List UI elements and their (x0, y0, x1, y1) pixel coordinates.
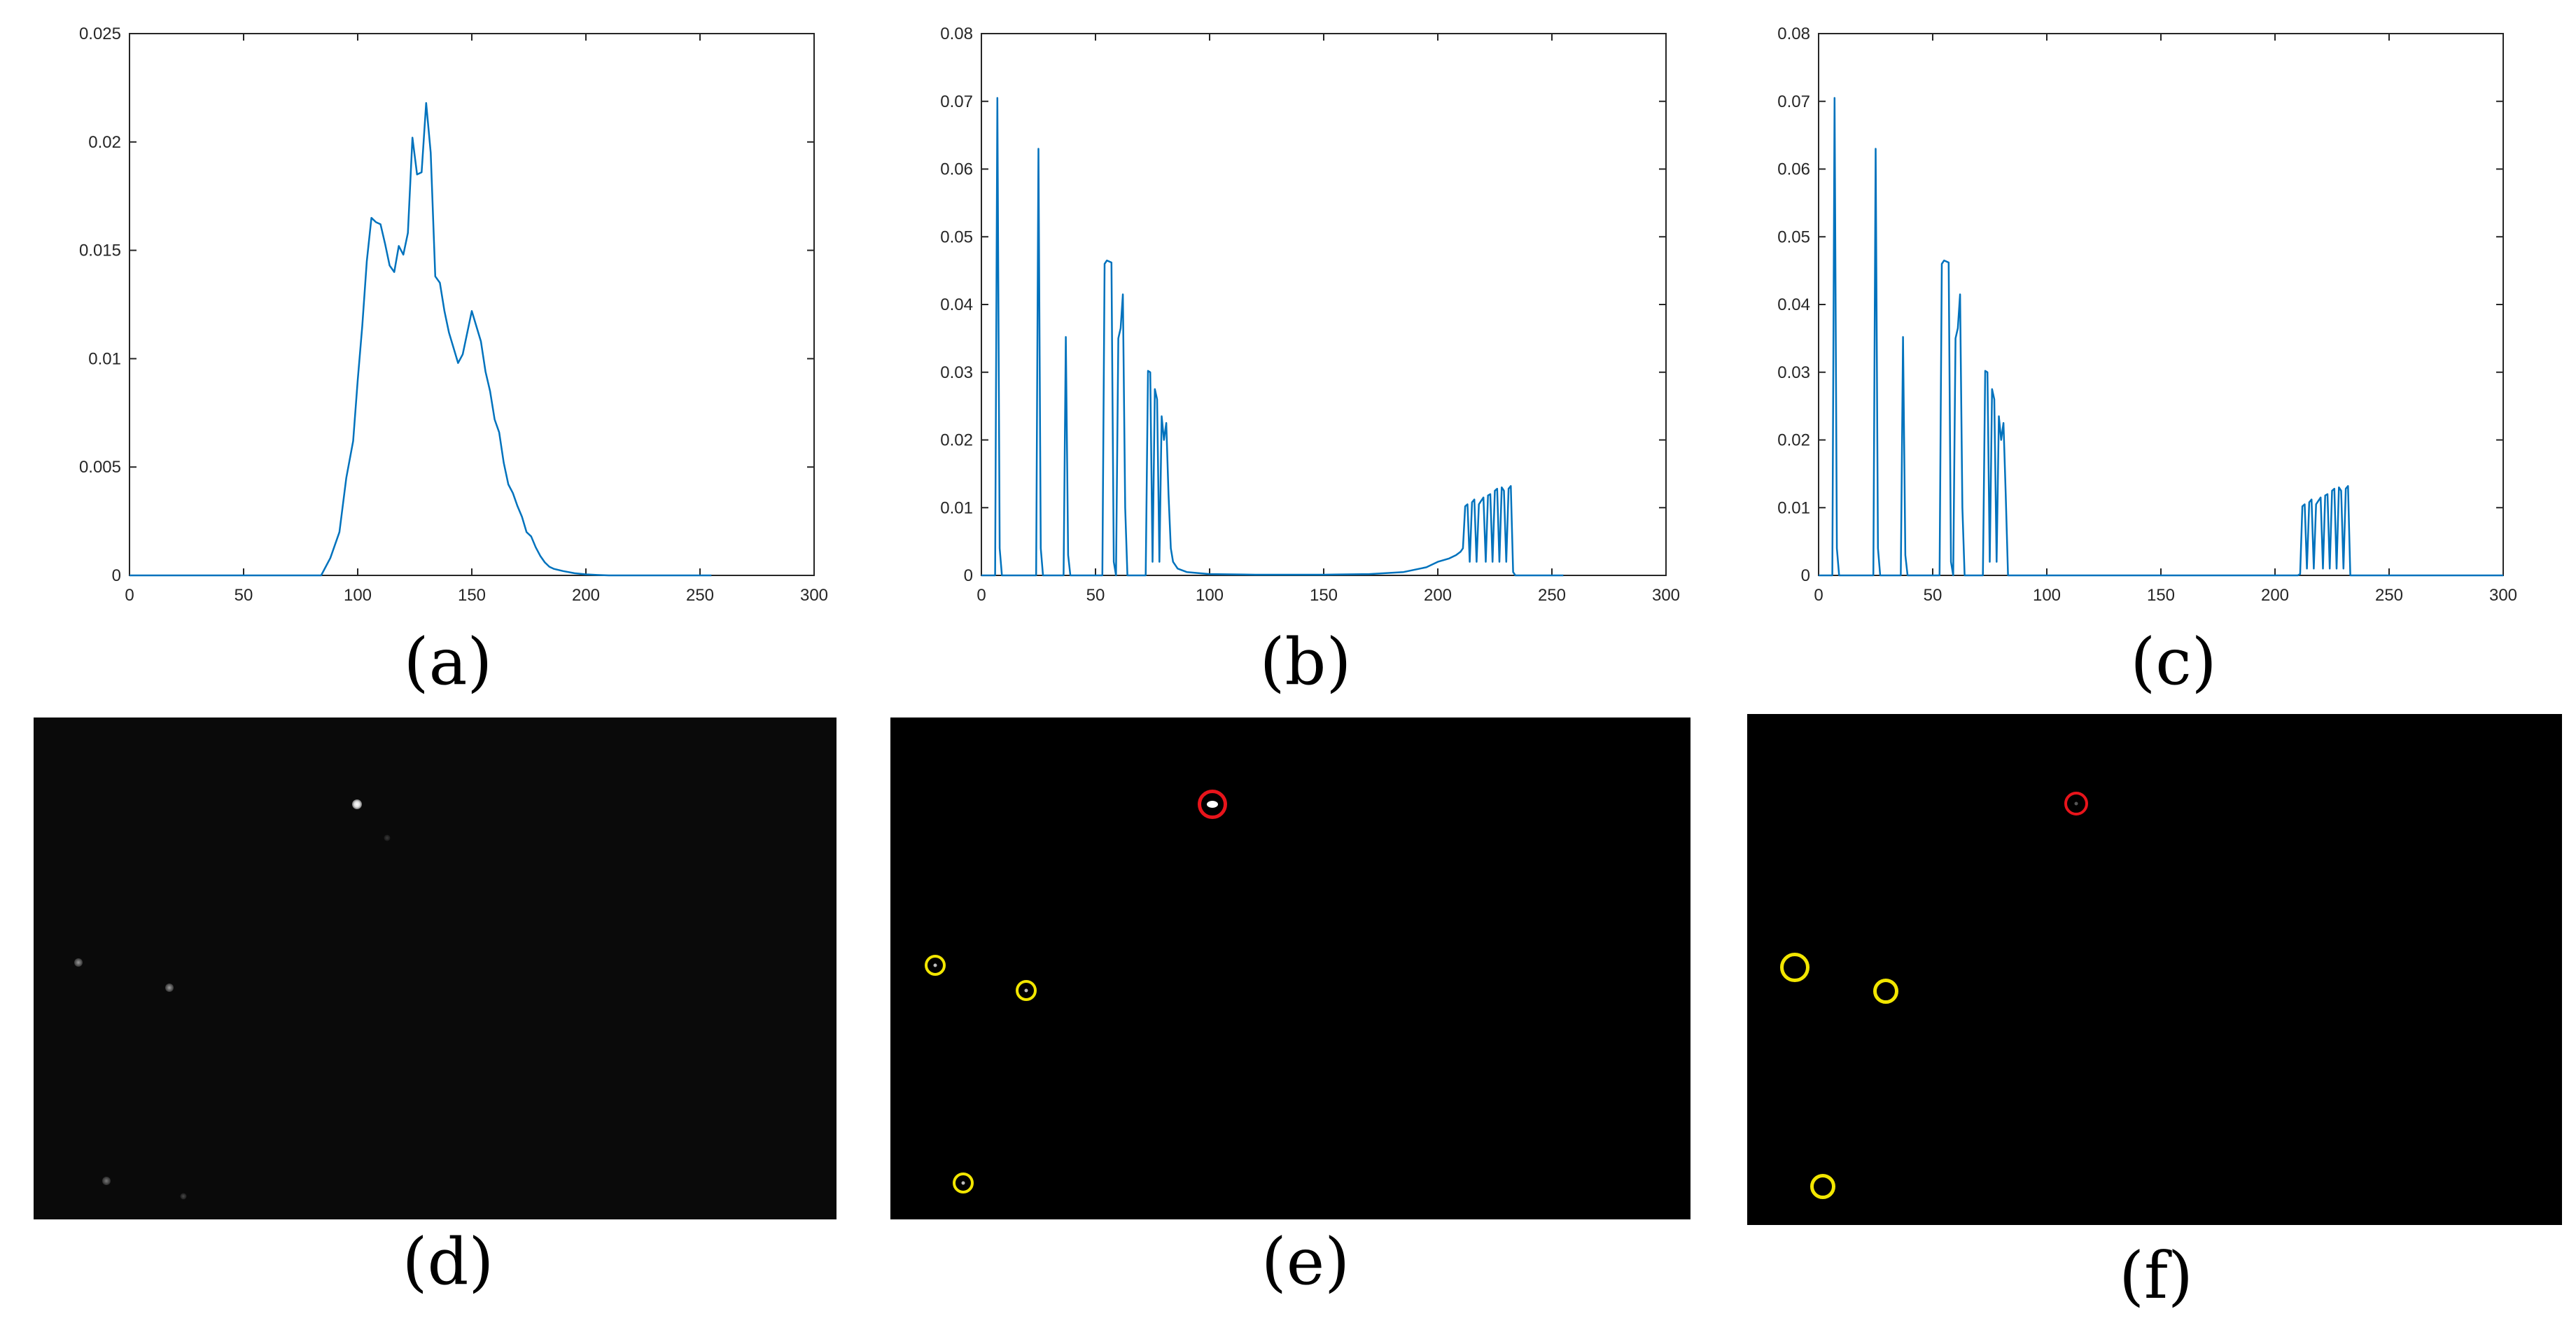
x-tick-label: 50 (234, 586, 253, 605)
detection-ring-yellow (1810, 1174, 1835, 1199)
faint-spot (102, 1177, 111, 1185)
caption-d: (d) (402, 1224, 494, 1299)
x-tick-label: 100 (1196, 586, 1224, 605)
series-line-histogram (1819, 97, 2503, 577)
axes-box (981, 33, 1667, 576)
y-tick-label: 0.06 (940, 160, 973, 179)
y-tick-label: 0.025 (79, 24, 121, 43)
caption-e: (e) (1261, 1224, 1350, 1299)
axes-box (129, 33, 815, 576)
y-tick-label: 0.02 (940, 431, 973, 450)
series-line-histogram (130, 102, 712, 577)
y-tick-label: 0.08 (1777, 24, 1810, 43)
bright-spot (1207, 801, 1218, 808)
y-tick-label: 0.06 (1777, 160, 1810, 179)
y-tick-label: 0 (112, 566, 121, 585)
bright-spot (2074, 802, 2078, 806)
x-tick-label: 250 (2375, 586, 2403, 605)
image-panel-d (34, 718, 836, 1219)
caption-f: (f) (2119, 1238, 2193, 1313)
detection-ring-yellow (1780, 953, 1809, 982)
y-tick-label: 0.02 (88, 133, 121, 152)
x-tick-label: 0 (976, 586, 986, 605)
caption-c: (c) (2130, 624, 2217, 699)
x-tick-label: 250 (686, 586, 714, 605)
x-tick-label: 100 (344, 586, 372, 605)
detection-ring-yellow (1016, 980, 1037, 1001)
y-tick-label: 0.05 (940, 227, 973, 246)
caption-b: (b) (1259, 624, 1352, 699)
detection-ring-yellow (1873, 979, 1898, 1004)
y-tick-label: 0.01 (1777, 498, 1810, 517)
histogram-chart-c: 0 50 100 150 200 250 300 0 0.01 0.02 0.03 0.04 0.05 0… (1777, 24, 2517, 605)
y-tick-label: 0.005 (79, 458, 121, 477)
x-tick-label: 0 (1814, 586, 1823, 605)
x-tick-label: 300 (800, 586, 828, 605)
y-tick-label: 0.02 (1777, 431, 1810, 450)
faint-spot (180, 1193, 187, 1200)
histogram-chart-b: 0 50 100 150 200 250 300 0 0.01 0.02 0.03 0.04 0.05 0… (940, 24, 1680, 605)
y-tick-label: 0.01 (940, 498, 973, 517)
series-line-histogram (981, 97, 1564, 577)
x-tick-label: 150 (1310, 586, 1338, 605)
detection-ring-yellow (953, 1172, 974, 1194)
x-tick-label: 100 (2033, 586, 2061, 605)
histogram-chart-a: 0 50 100 150 200 250 300 0 0.005 0.01 0.015 0.02 0.0… (79, 24, 828, 605)
faint-spot (933, 963, 937, 967)
detection-ring-yellow (925, 955, 946, 976)
caption-a: (a) (403, 624, 493, 699)
x-tick-label: 200 (1424, 586, 1452, 605)
target-ring-red (1198, 790, 1227, 819)
y-tick-label: 0.04 (940, 295, 973, 314)
faint-spot (165, 983, 174, 992)
y-tick-label: 0 (1801, 566, 1810, 585)
y-tick-label: 0.04 (1777, 295, 1810, 314)
image-panel-f (1747, 714, 2562, 1225)
faint-spot (961, 1181, 965, 1185)
x-tick-label: 200 (572, 586, 600, 605)
y-tick-label: 0.07 (1777, 92, 1810, 111)
faint-spot (384, 834, 391, 841)
x-tick-label: 150 (458, 586, 486, 605)
bright-spot (352, 799, 362, 809)
x-tick-label: 300 (2489, 586, 2517, 605)
y-tick-label: 0.05 (1777, 227, 1810, 246)
y-tick-label: 0.03 (1777, 363, 1810, 382)
x-tick-label: 200 (2261, 586, 2289, 605)
faint-spot (1024, 988, 1028, 993)
x-tick-label: 50 (1086, 586, 1105, 605)
y-tick-label: 0.08 (940, 24, 973, 43)
image-panel-e (890, 718, 1690, 1219)
x-tick-label: 0 (125, 586, 134, 605)
x-tick-label: 300 (1652, 586, 1680, 605)
target-ring-red (2064, 792, 2088, 816)
y-tick-label: 0.015 (79, 241, 121, 260)
faint-spot (74, 958, 83, 967)
y-tick-label: 0.01 (88, 349, 121, 368)
axes-box (1818, 33, 2504, 576)
y-tick-label: 0.07 (940, 92, 973, 111)
x-tick-label: 250 (1538, 586, 1566, 605)
x-tick-label: 150 (2147, 586, 2175, 605)
y-tick-label: 0 (964, 566, 973, 585)
x-tick-label: 50 (1924, 586, 1942, 605)
y-tick-label: 0.03 (940, 363, 973, 382)
